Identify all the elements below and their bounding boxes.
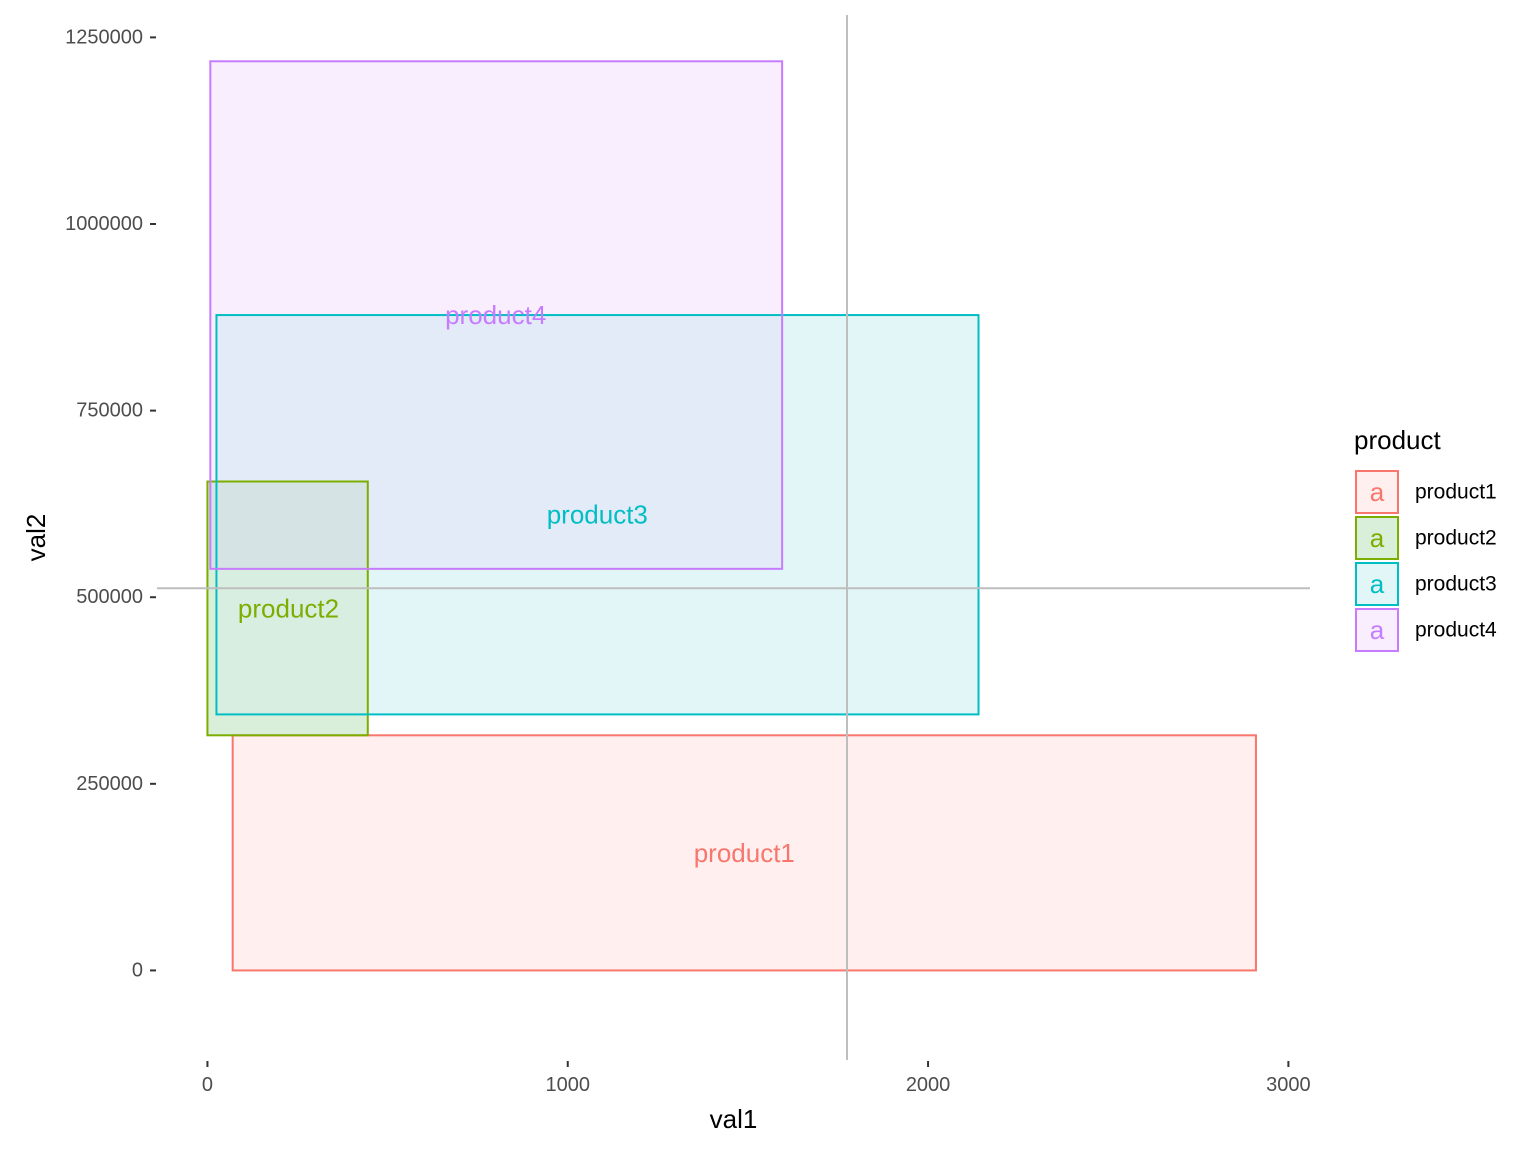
y-tick-label-2: 500000	[76, 586, 143, 608]
rect-fill-product1	[232, 735, 1256, 971]
y-tick-label-5: 1250000	[65, 26, 143, 48]
legend-key-glyph-product2: a	[1370, 523, 1385, 553]
legend-label-product1: product1	[1415, 481, 1497, 504]
x-tick-label-0: 0	[202, 1074, 213, 1096]
rect-outline-product2	[206, 480, 369, 737]
x-axis: 0 1000 2000 3000	[202, 1061, 1311, 1096]
rect-label-product2: product2	[238, 593, 339, 623]
rect-label-product3: product3	[547, 500, 648, 530]
legend-key-product3	[1355, 562, 1399, 606]
legend-key-glyph-product1: a	[1370, 477, 1385, 507]
legend-label-product4: product4	[1415, 619, 1497, 642]
x-tick-label-1: 1000	[546, 1074, 591, 1096]
outline-layer	[206, 60, 1257, 972]
y-tick-label-0: 0	[132, 959, 143, 981]
legend-label-product3: product3	[1415, 573, 1497, 596]
legend: product a product1 a product2 a product3 a prod…	[1354, 425, 1497, 652]
rect-label-product4: product4	[445, 300, 546, 330]
rect-label-product1: product1	[694, 838, 795, 868]
y-tick-label-4: 1000000	[65, 213, 143, 235]
y-axis-title: val2	[21, 514, 51, 562]
legend-key-glyph-product4: a	[1370, 615, 1385, 645]
y-tick-label-3: 750000	[76, 400, 143, 422]
x-tick-label-3: 3000	[1266, 1074, 1311, 1096]
rect-outline-product4	[209, 60, 784, 570]
legend-key-product4	[1355, 608, 1399, 652]
overlap-layer	[210, 315, 783, 715]
rect-outline-product1	[231, 734, 1257, 972]
x-tick-label-2: 2000	[906, 1074, 951, 1096]
y-tick-label-1: 250000	[76, 773, 143, 795]
legend-key-product1	[1355, 470, 1399, 514]
rect-labels: product1 product2 product3 product4	[238, 300, 795, 868]
legend-key-glyph-product3: a	[1370, 569, 1385, 599]
rect-outline-product3	[215, 314, 980, 716]
legend-key-product2	[1355, 516, 1399, 560]
reference-lines	[157, 15, 1310, 1060]
overlap-product2-product4	[210, 481, 368, 569]
legend-label-product2: product2	[1415, 527, 1497, 550]
legend-title: product	[1354, 425, 1441, 455]
y-axis: 0 250000 500000 750000 1000000 1250000	[65, 26, 156, 981]
x-axis-title: val1	[710, 1104, 758, 1134]
